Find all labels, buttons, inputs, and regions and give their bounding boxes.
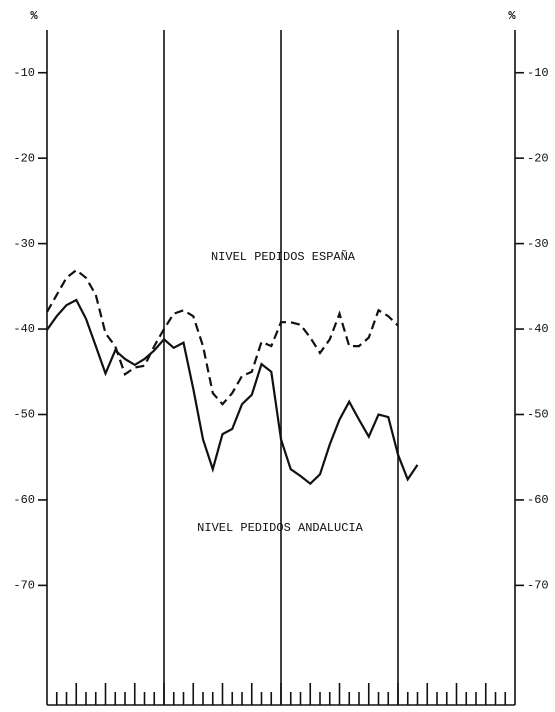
y-tick-label: -10 — [13, 66, 35, 80]
y-tick-label: -60 — [13, 493, 35, 507]
y2-tick-label: -50 — [527, 408, 549, 422]
y2-unit: % — [508, 9, 516, 23]
y2-tick-label: -70 — [527, 579, 549, 593]
series-label: NIVEL PEDIDOS ANDALUCIA — [197, 521, 363, 535]
y-tick-label: -20 — [13, 151, 35, 165]
y2-tick-label: -40 — [527, 322, 549, 336]
y-tick-label: -50 — [13, 408, 35, 422]
series-label: NIVEL PEDIDOS ESPAÑA — [211, 249, 356, 264]
y-tick-label: -40 — [13, 322, 35, 336]
y-unit: % — [30, 9, 38, 23]
y2-tick-label: -10 — [527, 66, 549, 80]
series-line — [46, 268, 399, 406]
series-line — [46, 298, 419, 486]
y-tick-label: -30 — [13, 237, 35, 251]
y2-tick-label: -20 — [527, 151, 549, 165]
y2-tick-label: -30 — [527, 237, 549, 251]
y-tick-label: -70 — [13, 579, 35, 593]
y2-tick-label: -60 — [527, 493, 549, 507]
